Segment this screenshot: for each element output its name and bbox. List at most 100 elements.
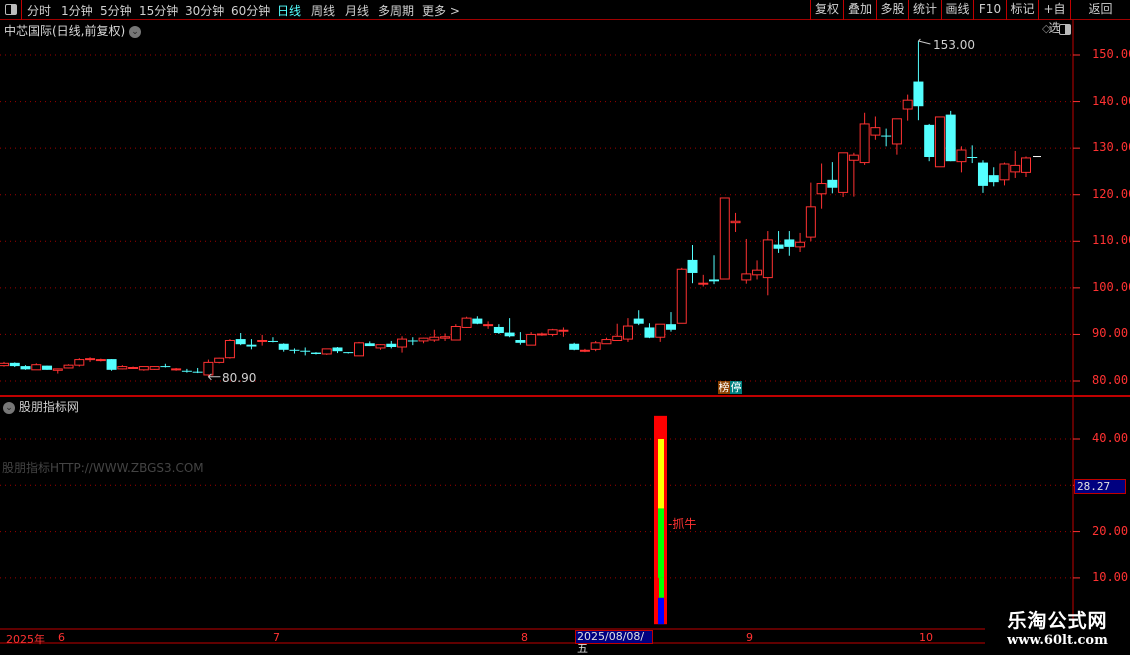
chevron-down-icon[interactable]: ⌄ (129, 25, 142, 38)
candle-body-up (1010, 164, 1021, 173)
candle-body-up (375, 344, 386, 349)
indicator-watermark: 股朋指标HTTP://WWW.ZBGS3.COM (2, 461, 204, 475)
toolbar-button-5[interactable]: F10 (973, 0, 1006, 20)
candle-body-down (827, 179, 838, 188)
diamond-icon[interactable]: ◇ (1042, 22, 1051, 35)
price-tick: 90.00 (1092, 326, 1129, 341)
candle-body-down (192, 371, 203, 373)
toolbar-button-6[interactable]: 标记 (1006, 0, 1038, 20)
candle-body-up (612, 335, 623, 341)
toolbar-button-4[interactable]: 画线 (941, 0, 973, 20)
period-tab-2[interactable]: 5分钟 (100, 4, 132, 18)
candle-body-down (569, 343, 580, 350)
period-tab-9[interactable]: 多周期 (378, 4, 415, 18)
candle-body-down (310, 352, 321, 354)
period-tab-1[interactable]: 1分钟 (61, 4, 93, 18)
candle-body-up (224, 339, 235, 359)
candle-body-down (924, 124, 935, 157)
indicator-title-text: 股朋指标网 (18, 400, 79, 414)
period-tab-5[interactable]: 60分钟 (231, 4, 271, 18)
candle-body-up (429, 336, 440, 341)
event-badge[interactable]: 榜停 (718, 381, 742, 394)
candle-body-up (838, 152, 849, 193)
toolbar-button-1[interactable]: 叠加 (843, 0, 876, 20)
candle-body-up (0, 362, 9, 367)
candle-body-up (655, 323, 666, 338)
high-price-label: 153.00 (933, 38, 975, 52)
chevron-down-icon[interactable]: ⌄ (3, 401, 15, 414)
low-price-label: 80.90 (222, 371, 257, 385)
candle-body-down (9, 362, 20, 367)
time-month: 10 (919, 631, 933, 644)
candle-body-down (20, 366, 31, 370)
candle-body-up (138, 366, 149, 371)
toolbar-button-3[interactable]: 统计 (908, 0, 941, 20)
candle-body-up (902, 99, 913, 110)
candle-body-down (784, 239, 795, 247)
indicator-title[interactable]: ⌄ 股朋指标网 (3, 398, 79, 415)
layout-toggle-button[interactable] (0, 0, 22, 20)
time-month: 8 (521, 631, 528, 644)
candle-body-up (752, 269, 763, 276)
period-tab-6[interactable]: 日线 (277, 4, 302, 18)
period-tab-0[interactable]: 分时 (27, 4, 52, 18)
indicator-tick: 40.00 (1092, 431, 1129, 445)
candle-body-up (590, 342, 601, 350)
candle-body-up (440, 336, 451, 339)
price-tick: 100.00 (1092, 279, 1130, 294)
candle-body-down (881, 135, 892, 137)
price-tick: 120.00 (1092, 186, 1130, 201)
time-month: 7 (273, 631, 280, 644)
period-toolbar: 分时 1分钟 5分钟 15分钟 30分钟 60分钟 日线 周线 月线 多周期 更多 > 复权 叠加 多股… (0, 0, 1130, 35)
site-watermark: 乐淘公式网 www.60lt.com (1007, 610, 1108, 648)
chart-title[interactable]: 中芯国际(日线,前复权) ⌄ (4, 22, 142, 39)
period-tab-7[interactable]: 周线 (311, 4, 336, 18)
candle-body-down (386, 343, 397, 348)
candle-body-up (450, 326, 461, 341)
candle-body-up (558, 329, 569, 332)
low-marker (208, 373, 221, 381)
indicator-bar-green (658, 508, 664, 578)
toolbar-button-8[interactable]: 返回 (1070, 0, 1130, 20)
candle-body-up (354, 342, 365, 357)
candle-body-up (95, 359, 106, 362)
period-tab-3[interactable]: 15分钟 (139, 4, 179, 18)
candle-body-up (956, 149, 967, 163)
candle-body-down (364, 343, 375, 347)
candle-body-up (85, 358, 96, 361)
candle-body-up (63, 364, 74, 369)
panel-icon[interactable] (1059, 24, 1071, 35)
candle-body-down (493, 326, 504, 334)
candle-body-up (805, 206, 816, 238)
toolbar-button-2[interactable]: 多股 (876, 0, 908, 20)
candle-body-up (418, 337, 429, 342)
candle-body-up (762, 239, 773, 279)
toolbar-button-0[interactable]: 复权 (810, 0, 843, 20)
candle-body-down (945, 114, 956, 162)
candle-body-up (999, 163, 1010, 181)
candle-body-down (332, 347, 343, 352)
candle-body-down (773, 244, 784, 249)
candle-body-up (536, 333, 547, 336)
candle-body-up (149, 366, 160, 370)
candle-body-up (848, 154, 859, 161)
period-tab-10[interactable]: 更多 > (422, 4, 460, 18)
toolbar-button-7[interactable]: +自选 (1038, 0, 1070, 35)
candle-body-up (52, 368, 63, 371)
candle-body-down (665, 324, 676, 330)
price-tick: 110.00 (1092, 233, 1130, 248)
candle-body-up (31, 364, 42, 371)
candle-body-up (117, 366, 128, 370)
indicator-tick: 10.00 (1092, 569, 1129, 584)
period-tab-4[interactable]: 30分钟 (185, 4, 225, 18)
candle-body-down (106, 359, 117, 370)
candle-body-down (181, 370, 192, 372)
time-year: 2025年 (6, 633, 45, 646)
badge-bang: 榜 (718, 381, 730, 394)
candle-body-up (483, 324, 494, 327)
indicator-bar-green-inner (659, 577, 664, 598)
badge-ting: 停 (730, 381, 742, 394)
high-marker (918, 38, 931, 45)
period-tab-8[interactable]: 月线 (345, 4, 370, 18)
